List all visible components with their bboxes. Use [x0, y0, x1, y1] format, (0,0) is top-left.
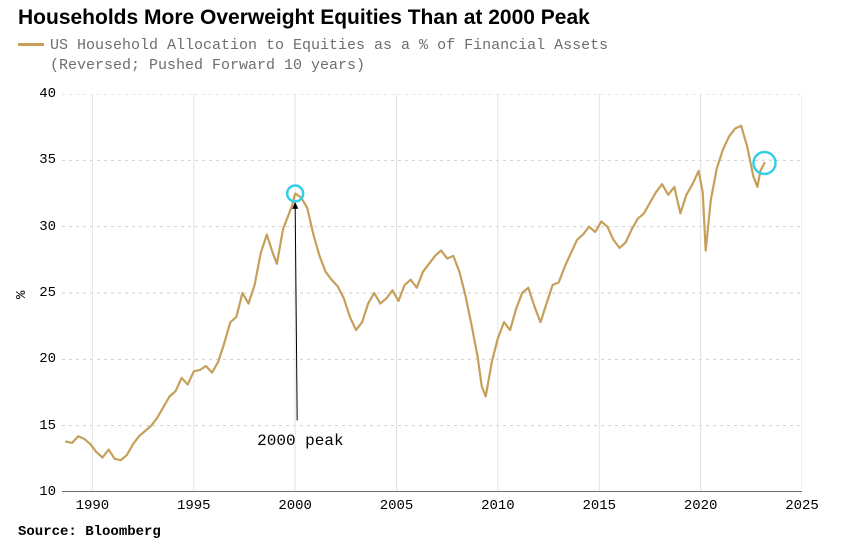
chart-container: Households More Overweight Equities Than… — [0, 0, 848, 551]
legend: US Household Allocation to Equities as a… — [18, 36, 608, 77]
x-tick-label: 2020 — [684, 498, 718, 514]
x-tick-label: 2000 — [278, 498, 312, 514]
x-tick-label: 2005 — [380, 498, 414, 514]
y-tick-label: 40 — [28, 86, 56, 102]
source-text: Source: Bloomberg — [18, 524, 161, 540]
y-tick-label: 15 — [28, 418, 56, 434]
x-tick-label: 2010 — [481, 498, 515, 514]
x-tick-label: 2015 — [582, 498, 616, 514]
y-tick-label: 20 — [28, 351, 56, 367]
annotation-2000-peak: 2000 peak — [257, 432, 343, 450]
y-tick-label: 30 — [28, 219, 56, 235]
chart-svg — [62, 94, 802, 492]
x-tick-label: 1990 — [76, 498, 110, 514]
x-tick-label: 1995 — [177, 498, 211, 514]
x-tick-label: 2025 — [785, 498, 819, 514]
legend-swatch — [18, 43, 44, 46]
legend-text: US Household Allocation to Equities as a… — [50, 36, 608, 77]
y-tick-label: 10 — [28, 484, 56, 500]
y-tick-label: 25 — [28, 285, 56, 301]
chart-title: Households More Overweight Equities Than… — [18, 6, 590, 30]
y-tick-label: 35 — [28, 152, 56, 168]
plot-area — [62, 94, 802, 492]
